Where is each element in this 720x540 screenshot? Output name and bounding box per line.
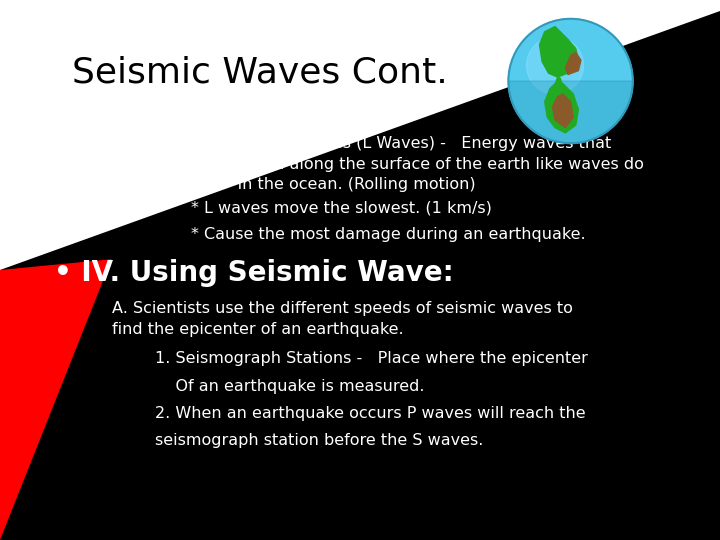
Text: 3. Surface Waves (L Waves) -   Energy waves that: 3. Surface Waves (L Waves) - Energy wave…: [212, 136, 612, 151]
Text: * L waves move the slowest. (1 km/s): * L waves move the slowest. (1 km/s): [191, 200, 492, 215]
Polygon shape: [555, 77, 563, 91]
Circle shape: [526, 37, 584, 94]
Text: Of an earthquake is measured.: Of an earthquake is measured.: [155, 379, 424, 394]
Circle shape: [508, 19, 633, 143]
Text: find the epicenter of an earthquake.: find the epicenter of an earthquake.: [112, 322, 403, 337]
Polygon shape: [552, 94, 573, 127]
Text: 1. Seismograph Stations -   Place where the epicenter: 1. Seismograph Stations - Place where th…: [155, 351, 588, 366]
Wedge shape: [508, 81, 633, 143]
Text: travel along the surface of the earth like waves do: travel along the surface of the earth li…: [212, 157, 644, 172]
Polygon shape: [544, 81, 578, 133]
Polygon shape: [0, 259, 112, 540]
Text: A. Scientists use the different speeds of seismic waves to: A. Scientists use the different speeds o…: [112, 301, 572, 316]
Text: in the ocean. (Rolling motion): in the ocean. (Rolling motion): [212, 177, 476, 192]
Text: • IV. Using Seismic Wave:: • IV. Using Seismic Wave:: [54, 259, 454, 287]
Polygon shape: [565, 52, 581, 75]
Text: seismograph station before the S waves.: seismograph station before the S waves.: [155, 433, 483, 448]
Text: Seismic Waves Cont.: Seismic Waves Cont.: [72, 56, 448, 90]
Polygon shape: [0, 0, 720, 270]
Text: 2. When an earthquake occurs P waves will reach the: 2. When an earthquake occurs P waves wil…: [155, 406, 585, 421]
Text: * Cause the most damage during an earthquake.: * Cause the most damage during an earthq…: [191, 227, 585, 242]
Polygon shape: [539, 26, 578, 77]
